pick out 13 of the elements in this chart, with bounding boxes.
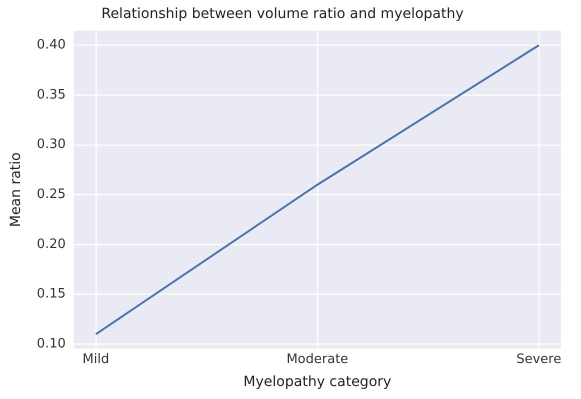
y-tick-label: 0.25 [36,187,66,202]
y-tick-label: 0.30 [36,137,66,152]
y-tick-label: 0.40 [36,38,66,53]
y-tick-label: 0.10 [36,336,66,352]
y-tick-label: 0.20 [36,236,66,252]
x-tick-label: Moderate [286,352,348,367]
y-axis-title: Mean ratio [8,152,24,228]
y-tick-label: 0.35 [36,87,66,102]
x-tick-label: Mild [82,352,110,367]
x-axis-title: Myelopathy category [243,374,392,390]
y-tick-label: 0.15 [36,286,66,302]
x-tick-label: Severe [516,352,562,367]
chart-title: Relationship between volume ratio and myelopathy [101,6,464,22]
